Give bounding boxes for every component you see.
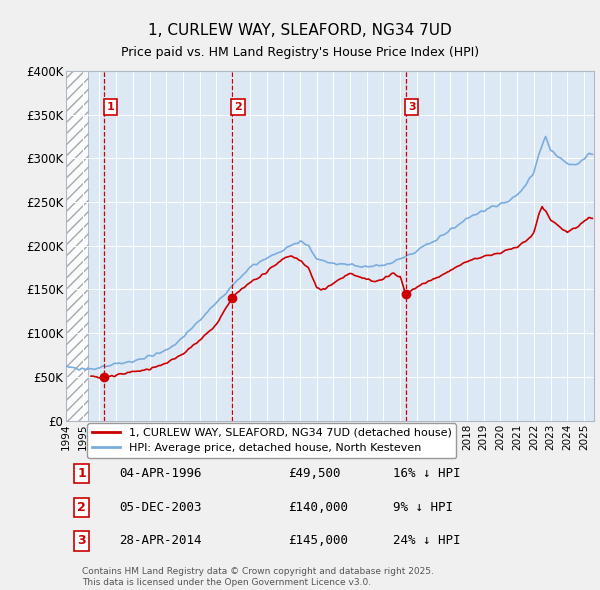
Text: £145,000: £145,000 bbox=[288, 535, 348, 548]
Text: 24% ↓ HPI: 24% ↓ HPI bbox=[394, 535, 461, 548]
Text: Contains HM Land Registry data © Crown copyright and database right 2025.
This d: Contains HM Land Registry data © Crown c… bbox=[82, 568, 434, 587]
Text: 2: 2 bbox=[234, 102, 242, 112]
Text: 28-APR-2014: 28-APR-2014 bbox=[119, 535, 202, 548]
Text: 2: 2 bbox=[77, 501, 86, 514]
Bar bbox=[66, 71, 88, 421]
Legend: 1, CURLEW WAY, SLEAFORD, NG34 7UD (detached house), HPI: Average price, detached: 1, CURLEW WAY, SLEAFORD, NG34 7UD (detac… bbox=[88, 424, 456, 458]
Text: £140,000: £140,000 bbox=[288, 501, 348, 514]
Text: 3: 3 bbox=[77, 535, 86, 548]
Text: 16% ↓ HPI: 16% ↓ HPI bbox=[394, 467, 461, 480]
Text: 05-DEC-2003: 05-DEC-2003 bbox=[119, 501, 202, 514]
Text: Price paid vs. HM Land Registry's House Price Index (HPI): Price paid vs. HM Land Registry's House … bbox=[121, 46, 479, 59]
Text: 1, CURLEW WAY, SLEAFORD, NG34 7UD: 1, CURLEW WAY, SLEAFORD, NG34 7UD bbox=[148, 24, 452, 38]
Text: 1: 1 bbox=[106, 102, 114, 112]
Text: 3: 3 bbox=[408, 102, 416, 112]
Text: 1: 1 bbox=[77, 467, 86, 480]
Text: 04-APR-1996: 04-APR-1996 bbox=[119, 467, 202, 480]
Text: £49,500: £49,500 bbox=[288, 467, 340, 480]
Text: 9% ↓ HPI: 9% ↓ HPI bbox=[394, 501, 454, 514]
